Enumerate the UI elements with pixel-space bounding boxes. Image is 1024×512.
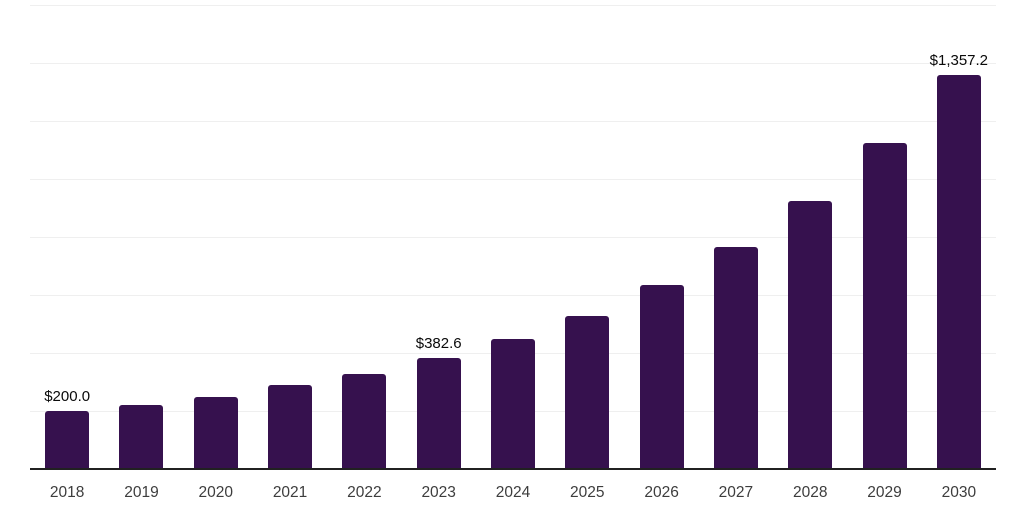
- x-tick-label: 2027: [718, 484, 754, 501]
- x-tick-label: 2026: [644, 484, 679, 501]
- bar: [713, 247, 758, 469]
- bar: [788, 201, 833, 469]
- x-axis-line: [30, 468, 996, 470]
- gridline: [30, 63, 996, 64]
- x-tick-label: 2028: [792, 484, 828, 501]
- bar: [416, 358, 461, 469]
- gridline: [30, 121, 996, 122]
- x-tick-label: 2020: [198, 484, 233, 501]
- bar: [639, 285, 684, 469]
- x-tick-label: 2021: [272, 484, 308, 501]
- bar: [45, 411, 90, 469]
- x-tick-label: 2018: [49, 484, 85, 501]
- x-tick-label: 2029: [867, 484, 902, 501]
- x-tick-label: 2019: [124, 484, 159, 501]
- x-tick-label: 2024: [495, 484, 531, 501]
- x-tick-label: 2022: [347, 484, 382, 501]
- bar-value-label: $382.6: [415, 335, 462, 353]
- bar: [193, 397, 238, 469]
- x-tick-label: 2023: [421, 484, 456, 501]
- bar: [565, 315, 610, 469]
- bar: [119, 404, 164, 469]
- bar: [862, 143, 907, 469]
- x-tick-label: 2025: [570, 484, 605, 501]
- gridline: [30, 237, 996, 238]
- bar: [268, 384, 313, 469]
- bar: [342, 373, 387, 469]
- bar-value-label: $1,357.2: [929, 52, 989, 70]
- gridline: [30, 5, 996, 6]
- bar: [936, 75, 981, 469]
- bar-value-label: $200.0: [44, 388, 91, 405]
- bar: [491, 339, 535, 469]
- gridline: [30, 179, 996, 180]
- x-tick-label: 2030: [941, 484, 977, 501]
- gridline: [30, 295, 996, 296]
